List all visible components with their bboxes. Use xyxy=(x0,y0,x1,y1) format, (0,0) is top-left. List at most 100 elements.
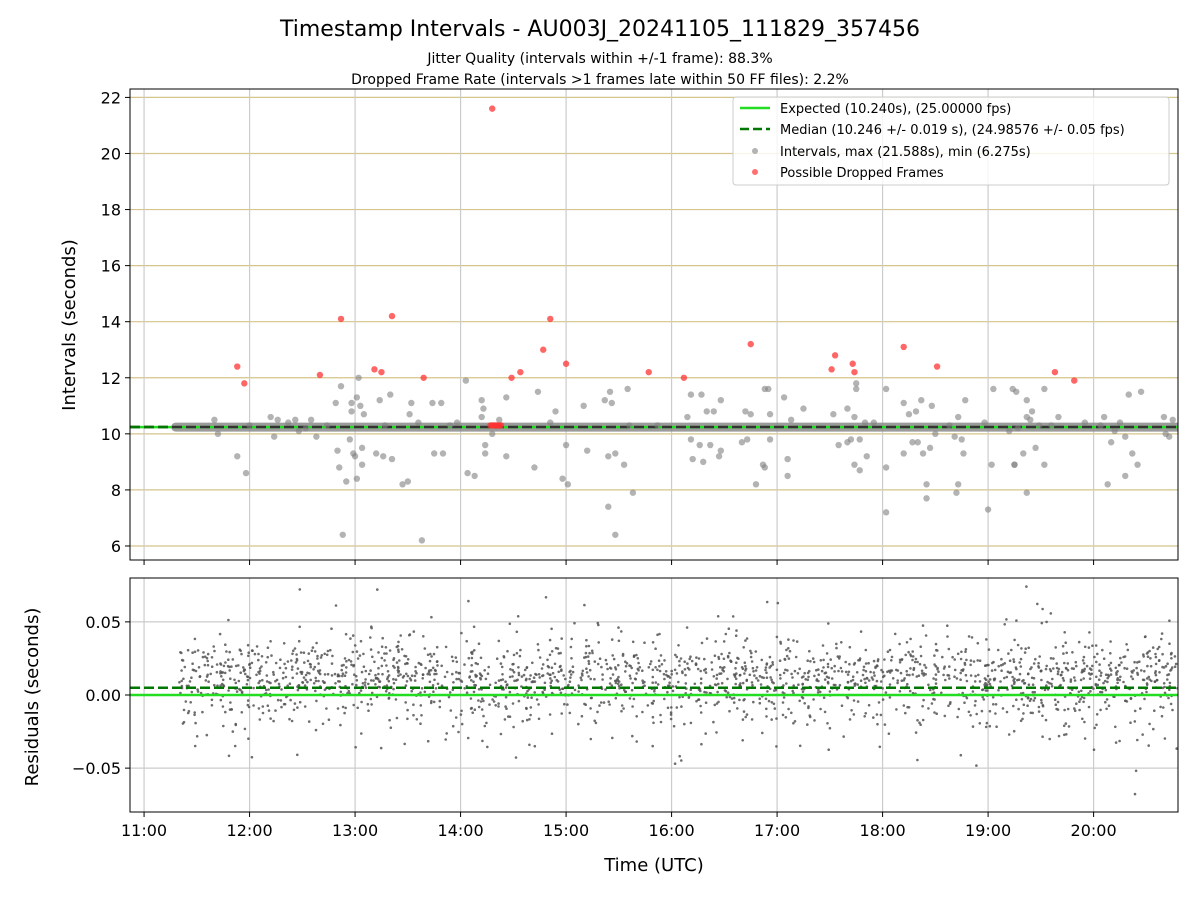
residual-point xyxy=(1017,707,1020,711)
residual-point xyxy=(580,714,584,718)
residual-point xyxy=(853,684,857,687)
interval-point xyxy=(853,385,860,393)
residual-point xyxy=(666,675,670,678)
residual-point xyxy=(1040,621,1044,625)
residual-point xyxy=(1080,695,1084,699)
residual-point xyxy=(1168,642,1171,645)
residual-point xyxy=(314,679,318,683)
residual-point xyxy=(291,665,294,668)
residual-point xyxy=(193,637,197,641)
residual-point xyxy=(586,655,590,658)
residual-point xyxy=(906,682,909,686)
residual-point xyxy=(1017,678,1021,681)
residual-point xyxy=(826,665,830,669)
residual-point xyxy=(1075,702,1078,705)
residual-point xyxy=(213,649,216,653)
residual-point xyxy=(806,678,810,682)
interval-point xyxy=(302,425,310,432)
interval-point xyxy=(624,385,631,393)
residual-point xyxy=(969,663,972,667)
residual-point xyxy=(649,660,653,663)
residual-point xyxy=(1158,671,1161,674)
interval-point xyxy=(1134,461,1141,468)
residual-point xyxy=(392,687,395,691)
residual-point xyxy=(597,623,600,627)
residual-point xyxy=(985,721,989,725)
residual-point xyxy=(404,684,408,687)
residual-point xyxy=(617,663,620,667)
residuals-y-tick-label: −0.05 xyxy=(72,759,121,778)
residual-point xyxy=(704,671,708,674)
residual-point xyxy=(484,677,488,681)
residual-point xyxy=(659,720,663,724)
residual-point xyxy=(710,668,714,671)
residual-point xyxy=(641,679,644,682)
residual-point xyxy=(398,659,401,662)
residual-point xyxy=(1019,657,1023,661)
residual-point xyxy=(735,661,738,664)
residual-point xyxy=(385,684,389,687)
residual-point xyxy=(537,717,541,721)
residual-point xyxy=(941,655,944,659)
residual-point xyxy=(1117,663,1121,667)
residual-point xyxy=(1039,669,1043,673)
residual-point xyxy=(1163,737,1167,740)
residual-point xyxy=(679,657,683,660)
residual-point xyxy=(303,661,306,664)
residual-point xyxy=(296,753,299,757)
interval-point xyxy=(960,450,967,457)
residual-point xyxy=(1093,726,1096,730)
residual-point xyxy=(483,669,487,672)
residual-point xyxy=(182,720,186,724)
residual-point xyxy=(577,690,580,693)
interval-point xyxy=(882,385,890,393)
residual-point xyxy=(825,652,829,655)
residual-point xyxy=(686,662,689,665)
residual-point xyxy=(315,641,318,645)
residual-point xyxy=(1136,661,1139,664)
residual-point xyxy=(284,675,288,679)
residual-point xyxy=(728,695,732,699)
residual-point xyxy=(204,679,208,682)
residual-point xyxy=(1012,658,1015,661)
residual-point xyxy=(314,676,318,680)
residual-point xyxy=(1012,660,1016,664)
residual-point xyxy=(343,711,346,715)
residual-point xyxy=(473,683,476,687)
residual-point xyxy=(1116,681,1119,685)
residual-point xyxy=(282,702,286,706)
residual-point xyxy=(550,666,554,669)
residual-point xyxy=(412,703,415,706)
residual-point xyxy=(864,662,868,665)
residual-point xyxy=(529,713,532,717)
interval-point xyxy=(851,413,858,421)
residual-point xyxy=(1060,670,1064,674)
residual-point xyxy=(312,668,315,671)
residual-point xyxy=(1054,646,1057,649)
residual-point xyxy=(729,660,733,663)
residual-point xyxy=(374,673,377,677)
residual-point xyxy=(314,728,318,732)
interval-point xyxy=(882,509,890,516)
residual-point xyxy=(620,704,624,707)
residual-point xyxy=(969,674,973,677)
residual-point xyxy=(685,626,689,629)
residual-point xyxy=(286,684,290,687)
residual-point xyxy=(588,651,591,655)
residual-point xyxy=(790,711,793,715)
residual-point xyxy=(1147,744,1150,747)
residual-point xyxy=(1040,678,1043,682)
residual-point xyxy=(419,704,423,707)
residual-point xyxy=(504,686,508,689)
residual-point xyxy=(1025,585,1028,588)
residual-point xyxy=(528,677,531,681)
residual-point xyxy=(369,679,373,682)
residual-point xyxy=(239,649,242,653)
residual-point xyxy=(195,735,199,738)
interval-point xyxy=(844,405,851,412)
residual-point xyxy=(764,666,768,669)
residual-point xyxy=(1154,652,1157,656)
residual-point xyxy=(459,679,463,682)
residual-point xyxy=(387,674,391,677)
residual-point xyxy=(905,641,909,644)
